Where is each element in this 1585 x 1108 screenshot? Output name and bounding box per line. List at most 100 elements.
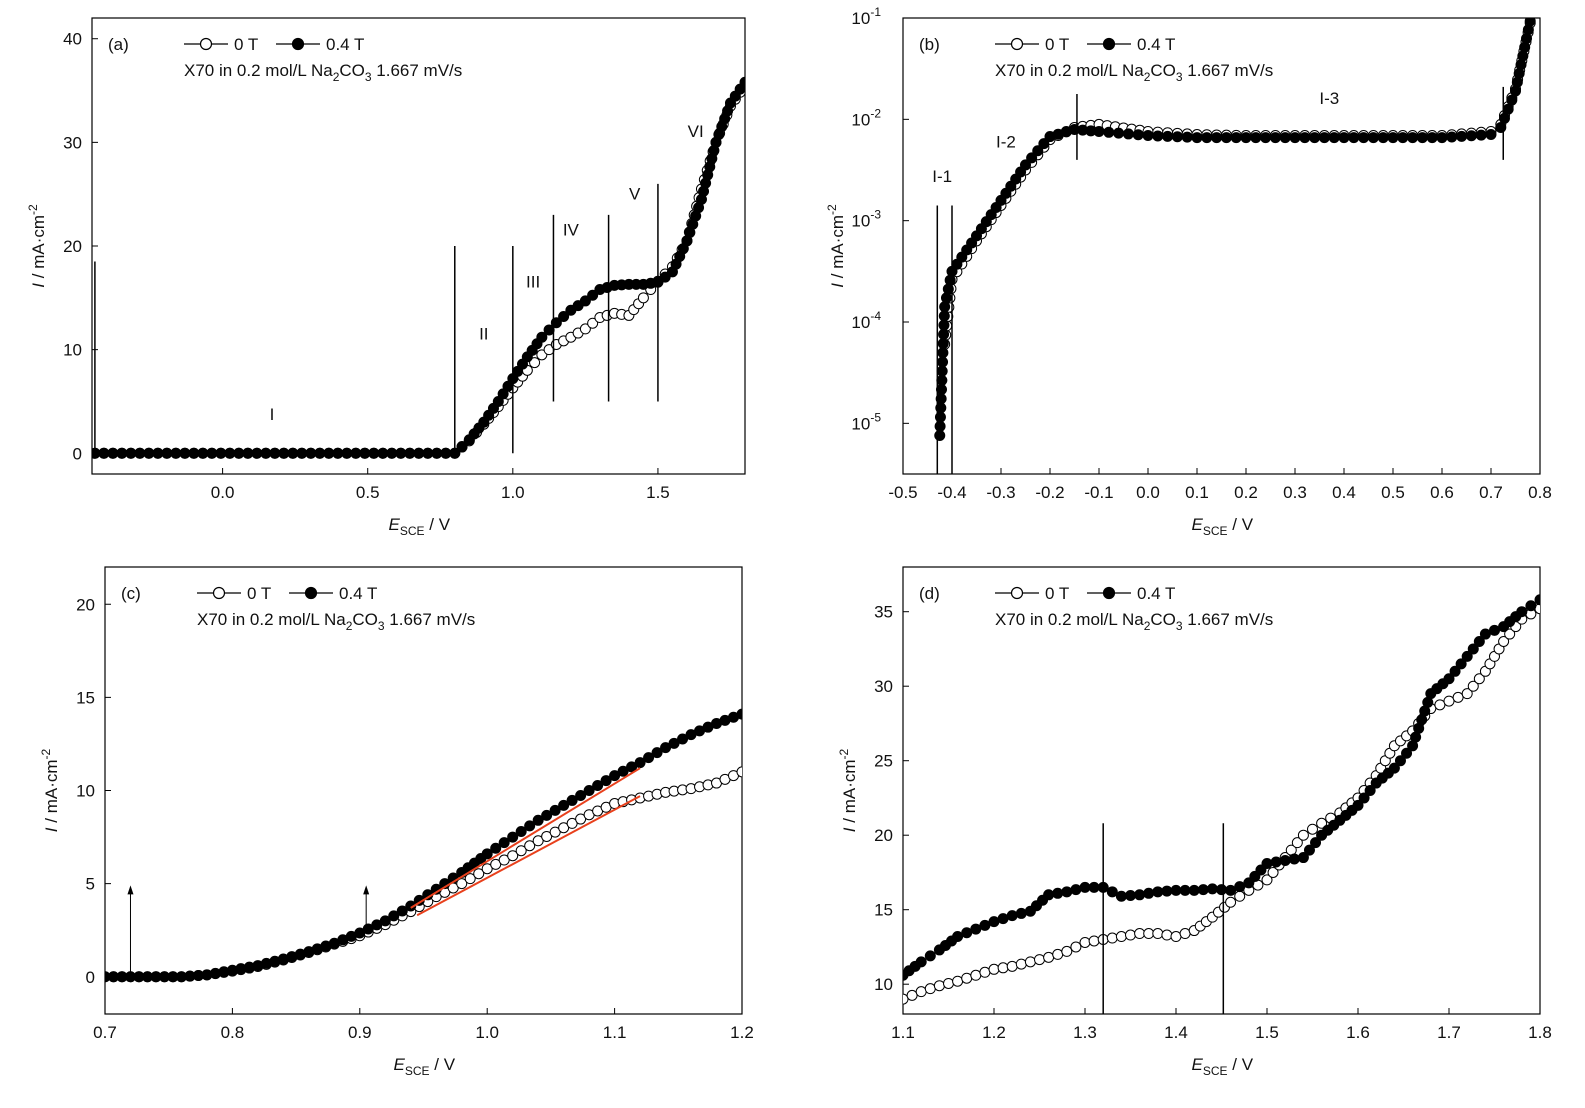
x-tick-label: 1.1: [603, 1023, 627, 1042]
data-point: [944, 274, 956, 286]
plot-frame: [104, 566, 743, 1015]
y-axis-superscript: -2: [39, 748, 53, 759]
data-point: [1436, 132, 1448, 144]
data-point: [677, 733, 689, 745]
x-axis-label: ESCE / V: [1192, 1055, 1254, 1078]
data-point: [1388, 762, 1400, 774]
y-axis-label: I / mA·cm-2: [39, 748, 61, 832]
y-axis-symbol: I: [828, 283, 847, 288]
x-axis-label: ESCE / V: [389, 515, 451, 538]
data-point: [1407, 132, 1419, 144]
annotation-part: X70 in 0.2 mol/L Na: [995, 610, 1144, 629]
data-point: [915, 986, 927, 998]
data-point: [1299, 132, 1311, 144]
data-point: [1485, 129, 1497, 141]
y-tick-label: 20: [63, 237, 82, 256]
data-point: [396, 905, 408, 917]
data-point: [961, 972, 973, 984]
data-point: [617, 765, 629, 777]
legend-marker: [1010, 37, 1024, 51]
y-tick-label: 10: [76, 782, 95, 801]
data-point: [1367, 132, 1379, 144]
y-axis-unit: / mA·cm: [840, 759, 859, 827]
x-tick-label: 1.4: [1164, 1023, 1188, 1042]
plot-area: [92, 76, 745, 459]
data-point: [736, 766, 742, 778]
data-point: [541, 830, 553, 842]
data-point: [1475, 129, 1487, 141]
legend-label-2: 0.4 T: [339, 584, 377, 603]
data-point: [1152, 928, 1164, 940]
data-point: [1297, 829, 1309, 841]
region-label: I-3: [1319, 89, 1339, 108]
legend-label-1: 0 T: [1045, 584, 1069, 603]
data-point: [1093, 125, 1105, 137]
y-tick-label: 25: [874, 752, 893, 771]
data-point: [1225, 884, 1237, 896]
x-tick-label: 0.6: [1430, 483, 1454, 502]
x-tick-label: 1.6: [1346, 1023, 1370, 1042]
data-point: [1455, 658, 1467, 670]
data-point: [1197, 884, 1209, 896]
y-tick-label: 5: [86, 875, 95, 894]
data-point: [1132, 129, 1144, 141]
data-point: [1426, 132, 1438, 144]
legend-label-1: 0 T: [247, 584, 271, 603]
y-tick-label: 10: [874, 975, 893, 994]
plot-frame: [91, 17, 746, 475]
y-axis-superscript: -2: [837, 748, 851, 759]
x-tick-label: 0.8: [1528, 483, 1552, 502]
data-point: [490, 858, 502, 870]
x-tick-label: 1.1: [891, 1023, 915, 1042]
data-point: [587, 289, 599, 301]
y-axis-label: I / mA·cm-2: [837, 748, 859, 832]
arrow-head: [363, 885, 370, 895]
series-line: [94, 85, 745, 454]
data-point: [1307, 823, 1318, 835]
x-axis-subscript: SCE: [400, 524, 425, 538]
annotation-subscript: 3: [378, 619, 385, 633]
x-axis-label: ESCE / V: [1192, 515, 1254, 538]
data-point: [924, 950, 936, 962]
data-point: [1088, 935, 1100, 947]
data-point: [970, 969, 982, 981]
x-axis-subscript: SCE: [1203, 524, 1228, 538]
data-point: [934, 429, 946, 441]
data-point: [592, 780, 604, 792]
x-axis-subscript: SCE: [405, 1064, 430, 1078]
data-point: [1338, 132, 1350, 144]
data-point: [1032, 145, 1044, 157]
data-point: [515, 825, 527, 837]
plot-frame: [902, 17, 1541, 475]
data-point: [1352, 799, 1364, 811]
legend-marker: [304, 586, 318, 600]
y-tick-label: 10: [63, 341, 82, 360]
data-point: [1206, 883, 1218, 895]
x-tick-label: 1.2: [982, 1023, 1006, 1042]
data-point: [579, 323, 591, 335]
data-point: [1152, 130, 1164, 142]
data-point: [997, 913, 1009, 925]
data-point: [1043, 951, 1055, 963]
data-point: [933, 980, 945, 992]
data-point: [952, 931, 964, 943]
y-axis-symbol: I: [29, 283, 48, 288]
data-point: [1143, 887, 1155, 899]
data-point: [583, 785, 595, 796]
data-point: [1506, 94, 1518, 106]
data-point: [1516, 606, 1528, 618]
data-point: [1015, 958, 1027, 970]
panel-a: 0.0 0.5 1.0 1.5 0 10 20 30 40 ESCE / V I / mA·cm-2…: [26, 17, 746, 538]
fit-line: [410, 767, 641, 909]
data-point: [1024, 956, 1036, 968]
data-point: [587, 317, 599, 329]
legend-label-1: 0 T: [234, 35, 258, 54]
data-point: [1310, 837, 1322, 849]
annotation-subscript: 2: [1144, 70, 1151, 84]
data-point: [566, 817, 578, 829]
x-tick-label: 0.5: [1381, 483, 1405, 502]
y-tick-label: 20: [874, 826, 893, 845]
x-axis-unit: / V: [430, 1055, 456, 1074]
data-point: [532, 835, 544, 847]
x-tick-label: 0.7: [1479, 483, 1503, 502]
